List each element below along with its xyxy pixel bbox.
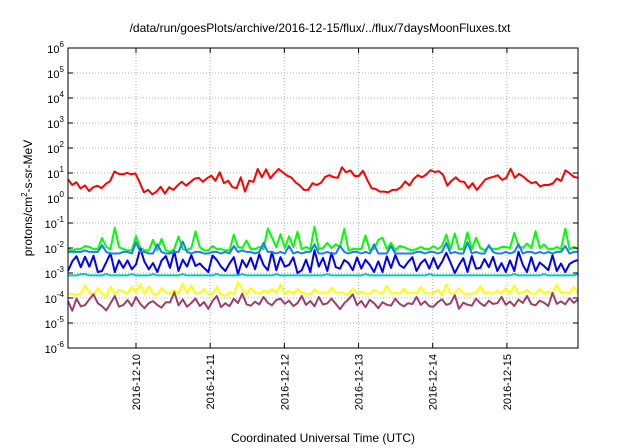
y-tick-base: 10 [47, 94, 59, 106]
x-axis: 2016-12-10 2016-12-11 2016-12-12 2016-12-13… [131, 48, 514, 410]
y-tick-exponent: -2 [57, 240, 65, 249]
y-tick-label: 104 [47, 90, 64, 106]
y-tick-exponent: 3 [60, 115, 65, 124]
y-tick-base: 10 [47, 169, 59, 181]
y-tick-base: 10 [45, 244, 57, 256]
x-axis-label: Coordinated Universal Time (UTC) [231, 431, 415, 445]
y-tick-base: 10 [45, 344, 57, 356]
y-tick-label: 10-2 [45, 240, 65, 256]
y-tick-label: 10-3 [45, 265, 65, 281]
y-tick-base: 10 [47, 144, 59, 156]
chart-title: /data/run/goesPlots/archive/2016-12-15/f… [130, 21, 512, 35]
series-line-3 [67, 247, 579, 276]
y-tick-base: 10 [45, 294, 57, 306]
y-tick-exponent: 6 [60, 40, 65, 49]
y-tick-label: 100 [47, 190, 64, 206]
y-axis: 10-610-510-410-310-210-11001011021031041… [45, 40, 578, 356]
series-line-4 [68, 240, 578, 255]
x-tick-label: 2016-12-15 [502, 354, 514, 410]
y-tick-exponent: 0 [60, 190, 65, 199]
y-tick-label: 10-5 [45, 315, 65, 331]
series-line-6 [68, 280, 579, 297]
y-tick-exponent: -6 [57, 340, 65, 349]
y-tick-base: 10 [47, 69, 59, 81]
x-tick-label: 2016-12-12 [279, 354, 291, 410]
series-line-1 [67, 166, 579, 196]
y-tick-exponent: -4 [57, 290, 65, 299]
y-tick-label: 10-1 [45, 215, 65, 231]
y-tick-base: 10 [47, 119, 59, 131]
y-tick-exponent: 1 [60, 165, 65, 174]
y-tick-base: 10 [47, 44, 59, 56]
y-tick-exponent: -5 [57, 315, 65, 324]
series-group [67, 166, 579, 312]
y-tick-base: 10 [45, 219, 57, 231]
y-tick-label: 10-6 [45, 340, 65, 356]
series-line-2 [67, 225, 579, 253]
y-tick-base: 10 [47, 194, 59, 206]
y-tick-label: 105 [47, 65, 64, 81]
x-tick-label: 2016-12-14 [428, 354, 440, 410]
y-label-part: protons/cm [21, 197, 35, 256]
y-axis-label: protons/cm2-s-sr-MeV [20, 140, 35, 256]
y-label-part: -s-sr-MeV [21, 140, 35, 193]
y-label-superscript: 2 [20, 192, 29, 197]
y-tick-exponent: 5 [60, 65, 65, 74]
y-tick-label: 106 [47, 40, 64, 56]
x-tick-label: 2016-12-11 [205, 354, 217, 409]
y-tick-label: 10-4 [45, 290, 65, 306]
y-tick-exponent: -1 [57, 215, 65, 224]
y-tick-base: 10 [45, 319, 57, 331]
x-tick-label: 2016-12-10 [131, 354, 143, 410]
series-line-7 [67, 291, 579, 312]
y-tick-exponent: 4 [60, 90, 65, 99]
y-tick-base: 10 [45, 269, 57, 281]
y-tick-exponent: 2 [60, 140, 65, 149]
y-tick-label: 103 [47, 115, 64, 131]
y-tick-exponent: -3 [57, 265, 65, 274]
y-tick-label: 101 [47, 165, 64, 181]
series-line-5 [68, 273, 579, 277]
x-tick-label: 2016-12-13 [354, 354, 366, 410]
y-tick-label: 102 [47, 140, 64, 156]
grid [68, 48, 578, 348]
